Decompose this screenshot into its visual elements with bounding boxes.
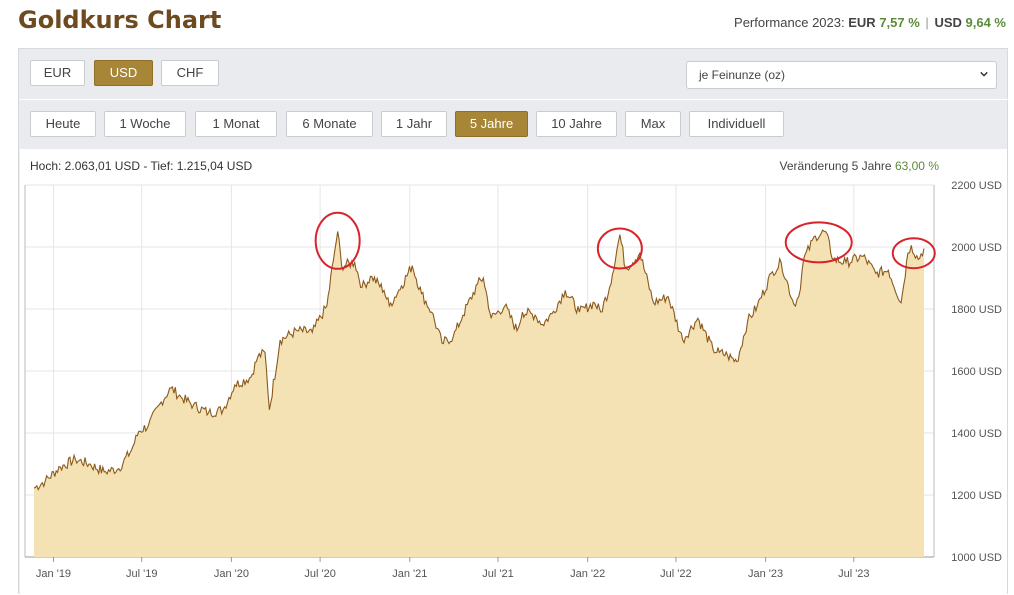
range-button-1-monat[interactable]: 1 Monat <box>195 111 277 137</box>
change-value: 63,00 % <box>894 159 939 173</box>
y-tick-label: 2000 USD <box>951 242 1002 254</box>
highlight-circle <box>891 237 936 270</box>
x-tick-label: Jul '20 <box>304 568 335 580</box>
x-tick-label: Jul '22 <box>660 568 691 580</box>
range-button-1-jahr[interactable]: 1 Jahr <box>381 111 447 137</box>
change-period-label: Veränderung 5 Jahre <box>779 159 892 173</box>
range-button-10-jahre[interactable]: 10 Jahre <box>536 111 617 137</box>
y-tick-label: 1800 USD <box>951 304 1002 316</box>
range-button-max[interactable]: Max <box>625 111 681 137</box>
performance-label: Performance 2023: <box>734 15 845 30</box>
price-line <box>33 229 925 491</box>
performance-summary: Performance 2023: EUR 7,57 % | USD 9,64 … <box>734 15 1006 30</box>
performance-separator: | <box>925 15 929 30</box>
performance-usd-label: USD <box>934 15 962 30</box>
currency-button-eur[interactable]: EUR <box>30 60 85 86</box>
currency-button-usd[interactable]: USD <box>94 60 153 86</box>
gold-price-chart[interactable]: 1000 USD 1200 USD 1400 USD 1600 USD 1800 USD… <box>20 149 1007 595</box>
currency-button-chf[interactable]: CHF <box>161 60 219 86</box>
range-button-6-monate[interactable]: 6 Monate <box>286 111 373 137</box>
x-tick-label: Jan '19 <box>36 568 71 580</box>
highlight-circle <box>314 211 361 270</box>
x-tick-label: Jan '21 <box>392 568 427 580</box>
toolbar-divider <box>19 99 1009 100</box>
performance-eur-value: 7,57 % <box>879 15 920 30</box>
range-button-individuell[interactable]: Individuell <box>689 111 784 137</box>
x-tick-label: Jan '22 <box>570 568 605 580</box>
x-tick-label: Jul '23 <box>838 568 869 580</box>
x-tick-label: Jan '23 <box>748 568 783 580</box>
y-tick-label: 1600 USD <box>951 366 1002 378</box>
change-label: Veränderung 5 Jahre 63,00 % <box>780 159 939 173</box>
range-button-heute[interactable]: Heute <box>30 111 96 137</box>
y-tick-label: 1000 USD <box>951 552 1002 564</box>
price-area-fill <box>34 230 924 557</box>
y-tick-label: 1400 USD <box>951 428 1002 440</box>
y-tick-label: 1200 USD <box>951 490 1002 502</box>
range-button-1-woche[interactable]: 1 Woche <box>104 111 186 137</box>
unit-select[interactable]: je Feinunze (oz) <box>686 61 997 89</box>
x-tick-label: Jul '19 <box>126 568 157 580</box>
page-title: Goldkurs Chart <box>18 6 222 34</box>
highlight-circle <box>784 221 853 264</box>
chevron-down-icon <box>980 71 988 77</box>
chart-area: 1000 USD 1200 USD 1400 USD 1600 USD 1800 USD… <box>20 149 1007 595</box>
y-tick-label: 2200 USD <box>951 180 1002 192</box>
performance-usd-value: 9,64 % <box>965 15 1006 30</box>
x-tick-label: Jan '20 <box>214 568 249 580</box>
unit-select-value: je Feinunze (oz) <box>699 68 786 82</box>
performance-eur-label: EUR <box>848 15 876 30</box>
high-low-label: Hoch: 2.063,01 USD - Tief: 1.215,04 USD <box>30 159 253 173</box>
highlight-circle <box>596 227 643 270</box>
x-tick-label: Jul '21 <box>482 568 513 580</box>
chart-panel: EUR USD CHF je Feinunze (oz) Heute 1 Woc… <box>18 48 1009 595</box>
range-button-5-jahre[interactable]: 5 Jahre <box>455 111 528 137</box>
